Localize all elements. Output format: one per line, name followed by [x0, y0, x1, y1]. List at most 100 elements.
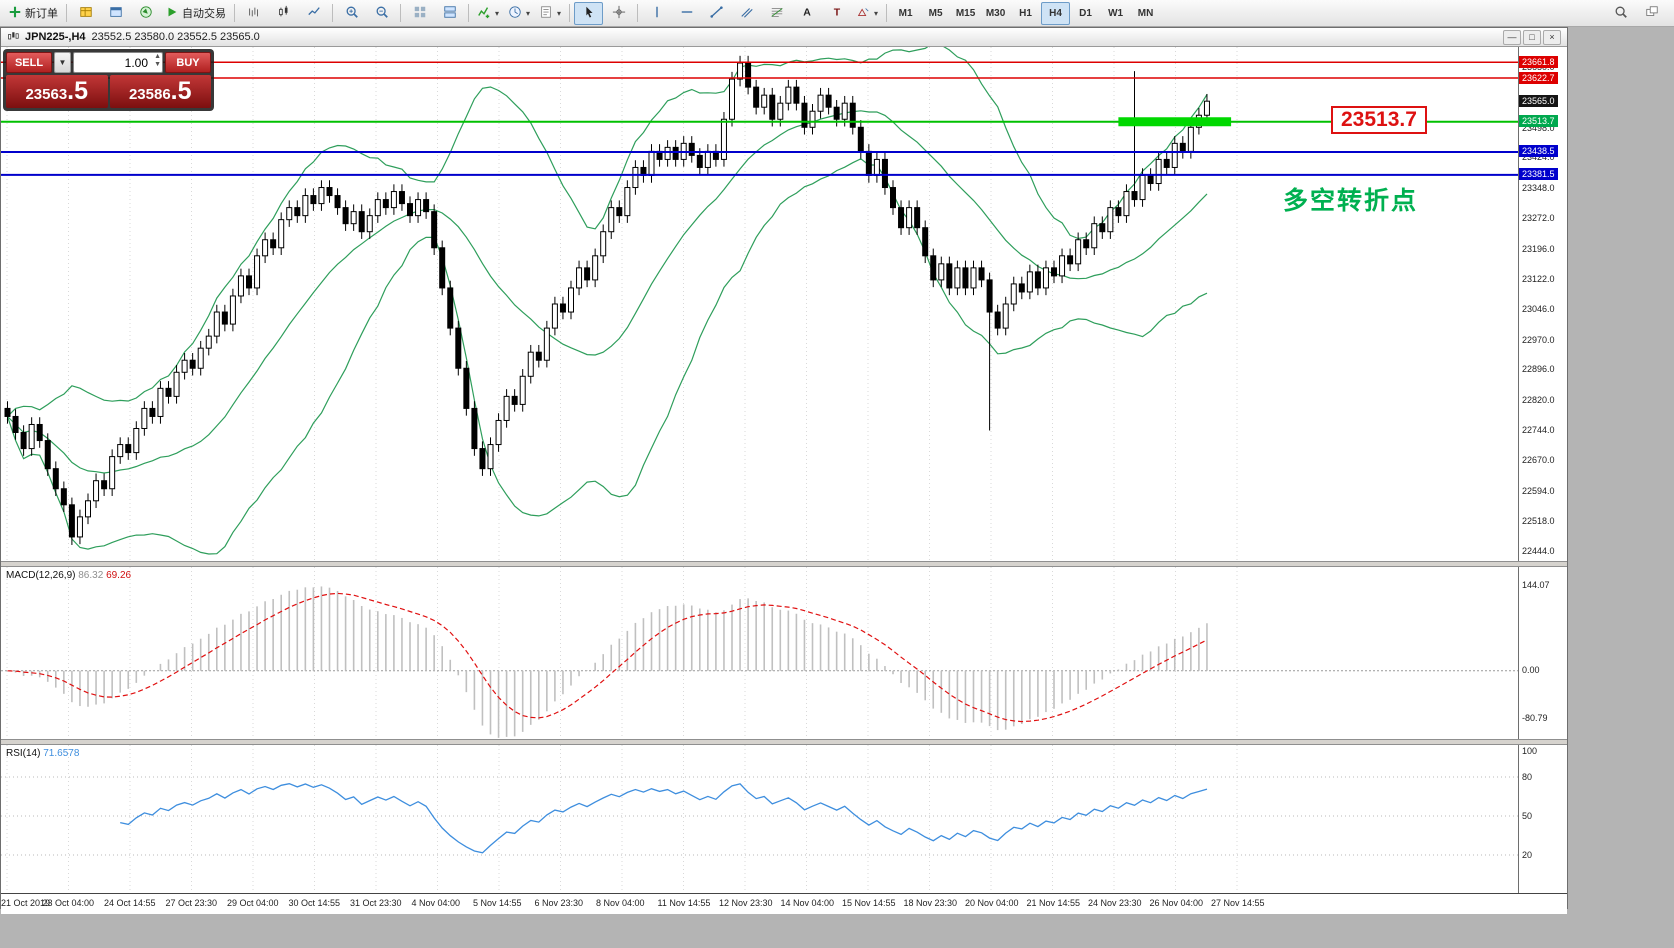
tf-m5-button[interactable]: M5 [921, 2, 950, 25]
macd-scale[interactable]: 144.07 0.00 -80.79 [1518, 567, 1567, 739]
time-tick-label: 4 Nov 04:00 [411, 898, 461, 908]
tf-mn-button[interactable]: MN [1131, 2, 1160, 25]
time-tick-label: 26 Nov 04:00 [1149, 898, 1204, 908]
candle [270, 239, 277, 249]
text-button[interactable]: A [792, 2, 821, 25]
chart-titlebar[interactable]: JPN225-,H4 23552.5 23580.0 23552.5 23565… [1, 28, 1567, 47]
candle [165, 387, 172, 397]
candle [342, 207, 349, 225]
text-label-button[interactable]: T [822, 2, 851, 25]
cursor-button[interactable] [574, 1, 604, 25]
zoom-out-button[interactable] [367, 2, 396, 25]
price-level-label: 23438.5 [1519, 145, 1558, 158]
price-scale[interactable]: 23650.023498.023424.023348.023272.023196… [1518, 47, 1567, 561]
candle [262, 239, 269, 257]
cascade-icon [1645, 5, 1659, 22]
candle [495, 419, 502, 446]
auto-arrange-button[interactable] [405, 2, 434, 25]
equidistant-channel-button[interactable] [732, 2, 761, 25]
volume-down-button[interactable]: ▼ [154, 61, 161, 68]
time-tick-label: 27 Oct 23:30 [165, 898, 218, 908]
caret-down-icon: ▾ [557, 8, 562, 18]
window-list-button[interactable] [1637, 2, 1666, 25]
rsi-panel[interactable]: RSI(14) 71.6578 [1, 745, 1519, 893]
tf-m5-label: M5 [928, 7, 943, 19]
tf-h1-button[interactable]: H1 [1011, 2, 1040, 25]
candle [1059, 255, 1066, 277]
sell-button[interactable]: SELL [6, 52, 52, 73]
candle [366, 215, 373, 233]
rsi-value: 71.6578 [43, 748, 80, 759]
candle [600, 231, 607, 257]
bar-chart-button[interactable] [239, 2, 268, 25]
horizontal-line-button[interactable] [672, 2, 701, 25]
market-watch-button[interactable] [71, 2, 100, 25]
volume-input[interactable] [73, 52, 163, 73]
tf-m1-button[interactable]: M1 [891, 2, 920, 25]
fibonacci-button[interactable] [762, 2, 791, 25]
macd-indicator-label: MACD(12,26,9) 86.32 69.26 [6, 570, 131, 581]
macd-name: MACD(12,26,9) [6, 570, 76, 581]
panel-separator[interactable] [1, 561, 1567, 567]
time-axis[interactable]: 21 Oct 2019 23 Oct 04:00 24 Oct 14:55 27 Oc… [1, 893, 1567, 914]
arrows-button[interactable]: ▾ [852, 2, 882, 25]
candle [648, 150, 655, 176]
candle [189, 359, 196, 369]
minimize-button[interactable]: — [1503, 29, 1521, 45]
sell-price-panel[interactable]: 23563.5 [6, 75, 108, 108]
data-window-button[interactable] [101, 2, 130, 25]
rsi-scale[interactable]: 100 80 50 20 [1518, 745, 1567, 893]
tf-d1-button[interactable]: D1 [1071, 2, 1100, 25]
tf-w1-label: W1 [1108, 7, 1124, 19]
tile-windows-button[interactable] [435, 2, 464, 25]
macd-panel[interactable]: MACD(12,26,9) 86.32 69.26 [1, 567, 1519, 739]
autotrading-label: 自动交易 [182, 8, 226, 20]
restore-button[interactable]: □ [1523, 29, 1541, 45]
linechart-icon [307, 5, 321, 22]
price-chart[interactable]: SELL ▼ ▲▼ BUY 23563.5 23586.5 [1, 47, 1519, 561]
candle [519, 375, 526, 405]
candle [793, 86, 800, 104]
candle-chart-button[interactable] [269, 2, 298, 25]
rsi-tick: 100 [1522, 745, 1538, 756]
bollinger-middle-band [7, 110, 1208, 474]
svg-text:A: A [803, 6, 811, 18]
candle [52, 468, 59, 490]
candle [672, 146, 679, 160]
candle [624, 187, 631, 217]
time-tick-label: 23 Oct 04:00 [42, 898, 95, 908]
rsi-tick: 50 [1522, 810, 1533, 821]
tf-m15-button[interactable]: M15 [951, 2, 980, 25]
new-order-button[interactable]: 新订单 [4, 2, 62, 25]
candle [254, 255, 261, 289]
candle [1107, 207, 1114, 233]
time-tick-label: 29 Oct 04:00 [227, 898, 279, 908]
line-chart-button[interactable] [299, 2, 328, 25]
zoom-in-button[interactable] [337, 2, 366, 25]
autotrading-button[interactable]: 自动交易 [161, 2, 230, 25]
tf-w1-button[interactable]: W1 [1101, 2, 1130, 25]
tf-m30-button[interactable]: M30 [981, 2, 1010, 25]
crosshair-button[interactable] [604, 2, 633, 25]
tf-h4-button[interactable]: H4 [1041, 1, 1071, 25]
close-button[interactable]: × [1543, 29, 1561, 45]
volume-dropdown-button[interactable]: ▼ [54, 52, 71, 73]
trendline-button[interactable] [702, 2, 731, 25]
candle [551, 303, 558, 329]
indicators-button[interactable]: ▾ [473, 2, 503, 25]
buy-button[interactable]: BUY [165, 52, 211, 73]
panel-separator[interactable] [1, 739, 1567, 745]
tf-h1-label: H1 [1019, 7, 1032, 19]
navigator-button[interactable] [131, 2, 160, 25]
macd-signal-line [7, 592, 1208, 723]
candle [213, 311, 220, 337]
templates-button[interactable]: ▾ [535, 2, 565, 25]
buy-price-panel[interactable]: 23586.5 [109, 75, 211, 108]
vertical-line-button[interactable] [642, 2, 671, 25]
volume-up-button[interactable]: ▲ [154, 53, 161, 60]
search-button[interactable] [1606, 2, 1635, 25]
periods-button[interactable]: ▾ [504, 2, 534, 25]
tf-h4-label: H4 [1049, 7, 1062, 19]
navigator-icon [139, 5, 153, 22]
candle [463, 367, 470, 409]
